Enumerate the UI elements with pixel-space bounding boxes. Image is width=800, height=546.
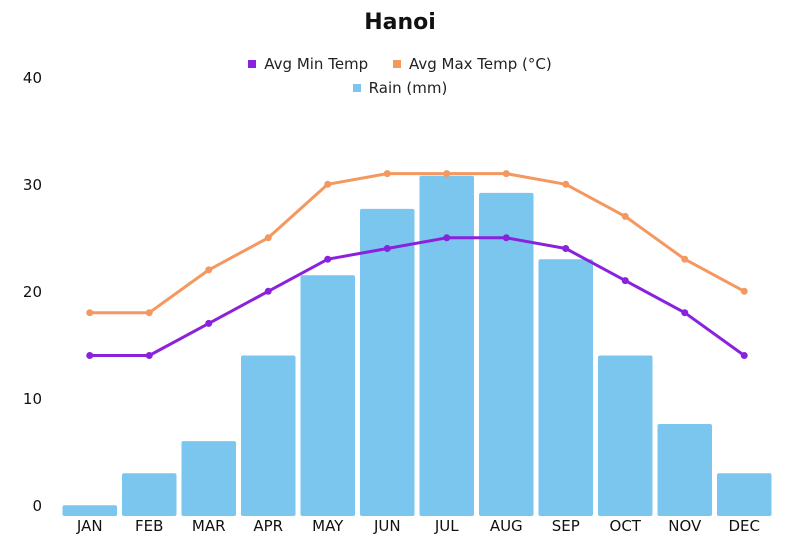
x-tick-label: DEC [728,517,760,535]
rain-bar [657,423,712,516]
legend-label-max-temp: Avg Max Temp (°C) [408,55,552,73]
max-temp-point [86,309,94,317]
rain-bar [419,175,474,517]
max-temp-line [89,172,745,315]
max-temp-point [502,170,510,178]
legend-item-max-temp[interactable]: Avg Max Temp (°C) [392,55,552,73]
min-temp-point [562,245,570,252]
max-temp-point [740,287,748,295]
min-temp-point [324,255,332,263]
min-temp-line [89,236,746,357]
x-tick-label: SEP [552,517,580,535]
rain-bar [62,505,117,516]
rain-bar [300,275,355,516]
rain-bar [122,473,177,516]
x-tick-label: JAN [76,517,103,535]
rain-bar [717,473,772,516]
y-tick-label: 0 [32,497,42,515]
min-temp-point [740,352,748,359]
legend-swatch-max-temp [392,60,401,68]
x-tick-label: FEB [135,517,163,535]
max-temp-point [443,170,451,178]
min-temp-point [205,319,213,327]
max-temp-point [562,180,570,188]
min-temp-point [86,352,94,359]
rain-bar [598,355,653,516]
rain-bar [241,355,296,516]
x-tick-label: MAY [312,517,344,535]
x-tick-label: JUN [373,517,401,535]
chart-title: Hanoi [364,10,436,35]
max-temp-point [205,266,213,274]
x-tick-label: APR [253,517,283,535]
legend-item-min-temp[interactable]: Avg Min Temp [248,55,368,73]
max-temp-point [621,212,629,220]
y-tick-label: 10 [23,390,42,408]
min-temp-point [145,352,153,359]
min-temp-point [443,234,451,242]
x-tick-label: OCT [610,517,642,535]
legend-swatch-min-temp [248,60,257,68]
x-tick-label: MAR [192,517,226,535]
max-temp-point [264,234,272,242]
max-temp-point [383,170,391,178]
max-temp-point [145,309,153,317]
x-tick-label: NOV [668,517,702,535]
y-tick-label: 30 [23,176,42,194]
x-tick-label: AUG [490,517,523,535]
min-temp-point [502,234,510,242]
max-temp-point [324,180,332,188]
min-temp-point [264,287,272,295]
min-temp-point [681,309,689,317]
legend-label-rain: Rain (mm) [368,79,448,97]
legend-row-2: Rain (mm) [0,78,800,97]
min-temp-point [383,245,391,252]
legend-swatch-rain [352,84,361,92]
rain-bar [479,192,534,517]
max-temp-point [681,255,689,263]
legend-label-min-temp: Avg Min Temp [264,55,369,73]
rain-bar [181,441,236,516]
y-tick-label: 20 [23,283,42,301]
y-tick-label: 40 [23,69,42,87]
x-tick-label: JUL [434,517,459,535]
min-temp-point [621,277,629,285]
rain-bar [360,208,415,516]
legend-row-1: Avg Min Temp Avg Max Temp (°C) [0,54,800,73]
rain-bar [538,259,593,516]
legend-item-rain[interactable]: Rain (mm) [352,79,448,97]
